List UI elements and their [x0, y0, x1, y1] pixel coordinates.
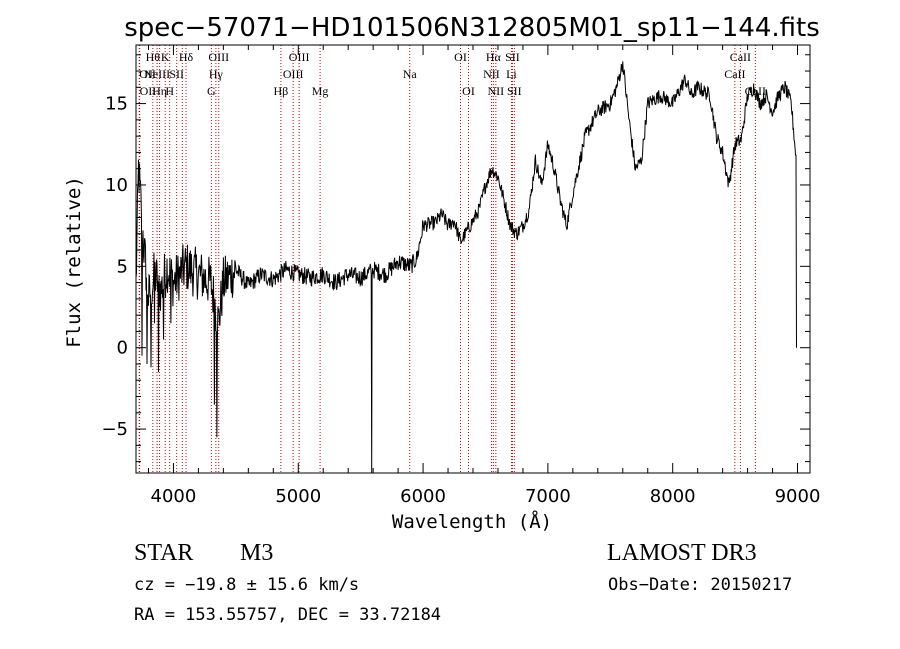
- redshift-line: cz = −19.8 ± 15.6 km/s: [134, 575, 359, 595]
- y-tick-label: 0: [117, 338, 128, 359]
- x-tick-label: 8000: [650, 486, 696, 507]
- line-label-15: OIII: [289, 50, 310, 64]
- line-label-19: OI: [462, 84, 475, 98]
- spectral-line-labels: OII OII Hθ NeIII HηH K SII Hδ G Hγ OIII Hβ OIII OIII M…: [139, 50, 766, 98]
- line-label-3: NeIII: [144, 67, 170, 81]
- y-tick-label: 15: [105, 94, 128, 115]
- line-label-11: Hγ: [209, 67, 224, 81]
- line-label-16: Mg: [312, 84, 329, 98]
- coordinates: RA = 153.55757, DEC = 33.72184: [134, 605, 441, 625]
- line-label-23: Li: [506, 67, 517, 81]
- line-label-24: SII: [505, 50, 520, 64]
- x-axis-ticks: 4000 5000 6000 7000 8000 9000: [147, 45, 821, 507]
- y-tick-label: 5: [117, 256, 128, 277]
- x-tick-label: 5000: [275, 486, 321, 507]
- x-tick-label: 6000: [400, 486, 446, 507]
- x-tick-label: 9000: [775, 486, 821, 507]
- line-label-22: NII: [488, 84, 505, 98]
- line-label-2: Hθ: [146, 50, 161, 64]
- line-label-7: SII: [169, 67, 184, 81]
- spectrum-series-line: [135, 61, 797, 474]
- x-tick-label: 7000: [525, 486, 571, 507]
- line-label-5: H: [165, 84, 174, 98]
- line-label-12: OIII: [208, 50, 229, 64]
- line-label-18: OI: [454, 50, 467, 64]
- line-label-0: OII: [139, 67, 156, 81]
- y-axis-ticks: −5 0 5 10 15: [101, 54, 810, 463]
- y-tick-label: 10: [105, 175, 128, 196]
- survey-name: LAMOST DR3: [607, 540, 757, 566]
- line-label-1: OII: [140, 84, 157, 98]
- line-label-4: Hη: [152, 84, 167, 98]
- chart-title: spec−57071−HD101506N312805M01_sp11−144.f…: [124, 13, 820, 43]
- x-axis-label: Wavelength (Å): [392, 510, 552, 533]
- object-subclass: M3: [240, 540, 273, 566]
- plot-frame: [135, 44, 811, 474]
- line-label-21: Hα: [486, 50, 502, 64]
- line-label-13: Hβ: [274, 84, 289, 98]
- line-label-25: SII: [507, 84, 522, 98]
- object-type: STAR: [134, 540, 193, 566]
- y-tick-label: −5: [101, 419, 128, 440]
- line-label-20: NII: [483, 67, 500, 81]
- obs-date: Obs−Date: 20150217: [608, 575, 792, 595]
- y-axis-label: Flux (relative): [63, 176, 85, 348]
- spectral-line-markers: [138, 45, 756, 473]
- x-tick-label: 4000: [151, 486, 197, 507]
- line-label-6: K: [161, 50, 170, 64]
- line-label-17: Na: [403, 67, 418, 81]
- line-label-9: Hδ: [179, 50, 194, 64]
- line-label-27: CaII: [730, 50, 751, 64]
- line-label-26: CaII: [724, 67, 745, 81]
- line-label-10: G: [207, 84, 216, 98]
- line-label-14: OIII: [283, 67, 304, 81]
